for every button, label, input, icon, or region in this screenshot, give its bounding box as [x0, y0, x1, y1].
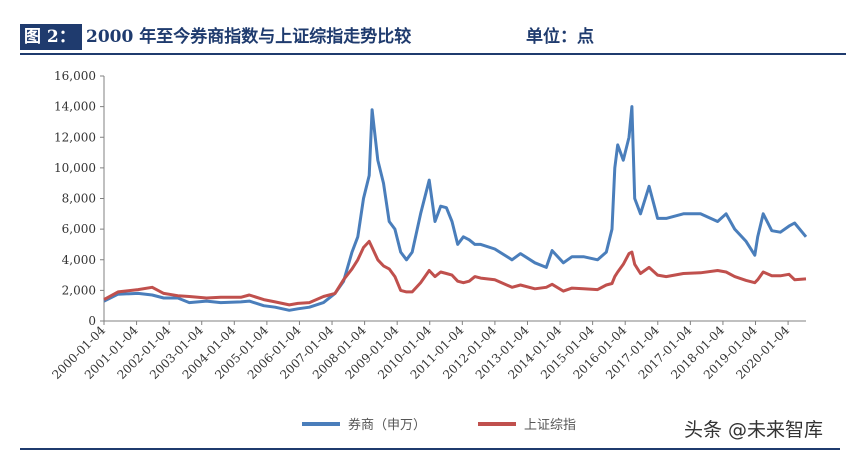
y-tick-label: 14,000 — [54, 100, 96, 114]
y-tick-label: 6,000 — [62, 222, 96, 236]
chart-legend: 券商（申万） 上证综指 — [302, 417, 576, 433]
chart-axes: 0 2,000 4,000 6,000 8,000 10,000 12,000 14,000 1… — [49, 69, 806, 382]
figure-title: 2000 年至今券商指数与上证综指走势比较 — [86, 27, 412, 47]
legend-label-shanghai: 上证综指 — [524, 418, 576, 433]
chart-series — [103, 105, 808, 312]
y-tick-label: 8,000 — [62, 192, 96, 206]
y-tick-label: 12,000 — [54, 130, 96, 144]
figure-label: 图 2： — [20, 24, 82, 50]
y-tick-label: 10,000 — [54, 161, 96, 175]
unit-label: 单位：点 — [526, 27, 594, 47]
bottom-rule — [20, 448, 840, 450]
title-rule — [20, 53, 846, 55]
y-tick-label: 0 — [88, 314, 96, 328]
y-tick-label: 4,000 — [62, 253, 96, 267]
y-tick-label: 2,000 — [62, 283, 96, 297]
watermark: 头条 @未来智库 — [684, 419, 824, 441]
y-tick-label: 16,000 — [54, 69, 96, 83]
series-line-shanghai — [103, 239, 807, 307]
figure-header: 图 2： 2000 年至今券商指数与上证综指走势比较 单位：点 — [6, 22, 846, 55]
series-line-brokerage — [103, 105, 808, 312]
legend-label-brokerage: 券商（申万） — [348, 417, 426, 433]
